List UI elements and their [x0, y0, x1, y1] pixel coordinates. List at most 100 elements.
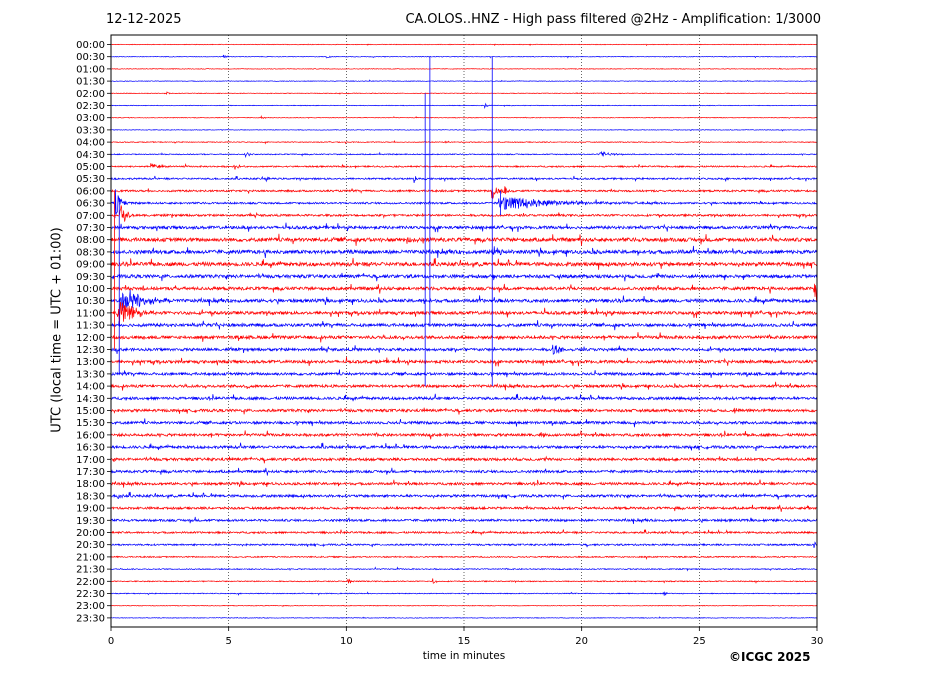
y-tick-label: 02:30	[76, 101, 105, 112]
trace-2230	[110, 591, 818, 596]
y-tick-label: 04:00	[76, 138, 105, 149]
trace-0900	[110, 257, 818, 270]
trace-1100	[110, 301, 818, 325]
trace-0700	[110, 205, 818, 222]
y-tick-label: 13:00	[76, 357, 105, 368]
trace-2100	[110, 555, 818, 560]
y-tick-label: 06:00	[76, 186, 105, 197]
copyright-text: ©ICGC 2025	[729, 650, 811, 664]
trace-1230	[110, 344, 818, 356]
y-tick-label: 16:00	[76, 430, 105, 441]
trace-1430	[110, 393, 818, 402]
trace-1330	[110, 369, 818, 378]
x-tick-label: 25	[693, 636, 706, 647]
trace-0030	[110, 54, 818, 59]
trace-0130	[110, 79, 818, 82]
y-tick-label: 00:30	[76, 52, 105, 63]
plot-area	[111, 35, 817, 627]
trace-0800	[110, 233, 818, 246]
y-tick-label: 16:30	[76, 443, 105, 454]
trace-0930	[110, 272, 818, 282]
trace-1930	[110, 516, 818, 524]
y-tick-label: 00:00	[76, 40, 105, 51]
trace-0330	[110, 129, 818, 132]
trace-2300	[110, 604, 818, 608]
y-tick-label: 09:30	[76, 272, 105, 283]
y-tick-label: 17:30	[76, 467, 105, 478]
header-date: 12-12-2025	[106, 12, 182, 27]
trace-1630	[110, 442, 818, 452]
y-tick-label: 01:00	[76, 64, 105, 75]
y-tick-label: 12:30	[76, 345, 105, 356]
y-tick-label: 18:00	[76, 479, 105, 490]
trace-2130	[110, 566, 818, 572]
y-tick-label: 02:00	[76, 89, 105, 100]
y-tick-label: 14:30	[76, 394, 105, 405]
y-tick-label: 01:30	[76, 77, 105, 88]
y-tick-label: 21:30	[76, 565, 105, 576]
y-tick-label: 23:00	[76, 601, 105, 612]
trace-1800	[110, 479, 818, 488]
trace-1300	[110, 356, 818, 367]
y-tick-label: 22:00	[76, 577, 105, 588]
trace-0730	[110, 222, 818, 233]
trace-1530	[110, 418, 818, 428]
trace-1730	[110, 467, 818, 476]
trace-2000	[110, 529, 818, 536]
y-tick-label: 04:30	[76, 150, 105, 161]
trace-0400	[110, 140, 818, 145]
y-tick-label: 09:00	[76, 260, 105, 271]
trace-1400	[110, 381, 818, 391]
y-tick-label: 15:00	[76, 406, 105, 417]
trace-1030	[110, 289, 818, 312]
y-tick-label: 20:00	[76, 528, 105, 539]
trace-1200	[110, 332, 818, 343]
y-tick-label: 08:00	[76, 235, 105, 246]
y-tick-label: 03:30	[76, 125, 105, 136]
y-tick-label: 14:00	[76, 382, 105, 393]
trace-0830	[110, 245, 818, 259]
y-tick-label: 10:00	[76, 284, 105, 295]
trace-1500	[110, 407, 818, 415]
trace-0600	[110, 186, 818, 199]
x-tick-label: 15	[458, 636, 471, 647]
y-tick-label: 05:00	[76, 162, 105, 173]
trace-1000	[110, 283, 818, 302]
y-tick-label: 11:30	[76, 321, 105, 332]
trace-1600	[110, 430, 818, 440]
trace-0530	[110, 175, 818, 184]
y-tick-label: 22:30	[76, 589, 105, 600]
y-tick-label: 13:30	[76, 369, 105, 380]
y-tick-label: 19:00	[76, 504, 105, 515]
y-tick-label: 11:00	[76, 308, 105, 319]
x-tick-label: 30	[811, 636, 824, 647]
y-tick-label: 03:00	[76, 113, 105, 124]
trace-0630	[110, 189, 818, 219]
trace-1130	[110, 320, 818, 331]
x-tick-label: 10	[340, 636, 353, 647]
trace-1900	[110, 504, 818, 512]
y-tick-label: 15:30	[76, 418, 105, 429]
y-tick-label: 17:00	[76, 455, 105, 466]
y-tick-label: 07:30	[76, 223, 105, 234]
y-tick-label: 05:30	[76, 174, 105, 185]
x-tick-label: 20	[575, 636, 588, 647]
y-tick-label: 12:00	[76, 333, 105, 344]
trace-2200	[110, 578, 818, 584]
x-tick-label: 0	[108, 636, 114, 647]
trace-0300	[110, 115, 818, 120]
trace-2330	[110, 616, 818, 619]
x-axis-label: time in minutes	[422, 650, 506, 662]
header-title: CA.OLOS..HNZ - High pass filtered @2Hz -…	[405, 12, 821, 27]
trace-0230	[110, 102, 818, 109]
x-tick-label: 5	[225, 636, 231, 647]
trace-0500	[110, 162, 818, 170]
trace-1700	[110, 455, 818, 464]
trace-2030	[110, 541, 818, 548]
trace-1830	[110, 491, 818, 500]
trace-0100	[110, 67, 818, 70]
trace-0000	[110, 43, 818, 47]
y-tick-label: 19:30	[76, 516, 105, 527]
